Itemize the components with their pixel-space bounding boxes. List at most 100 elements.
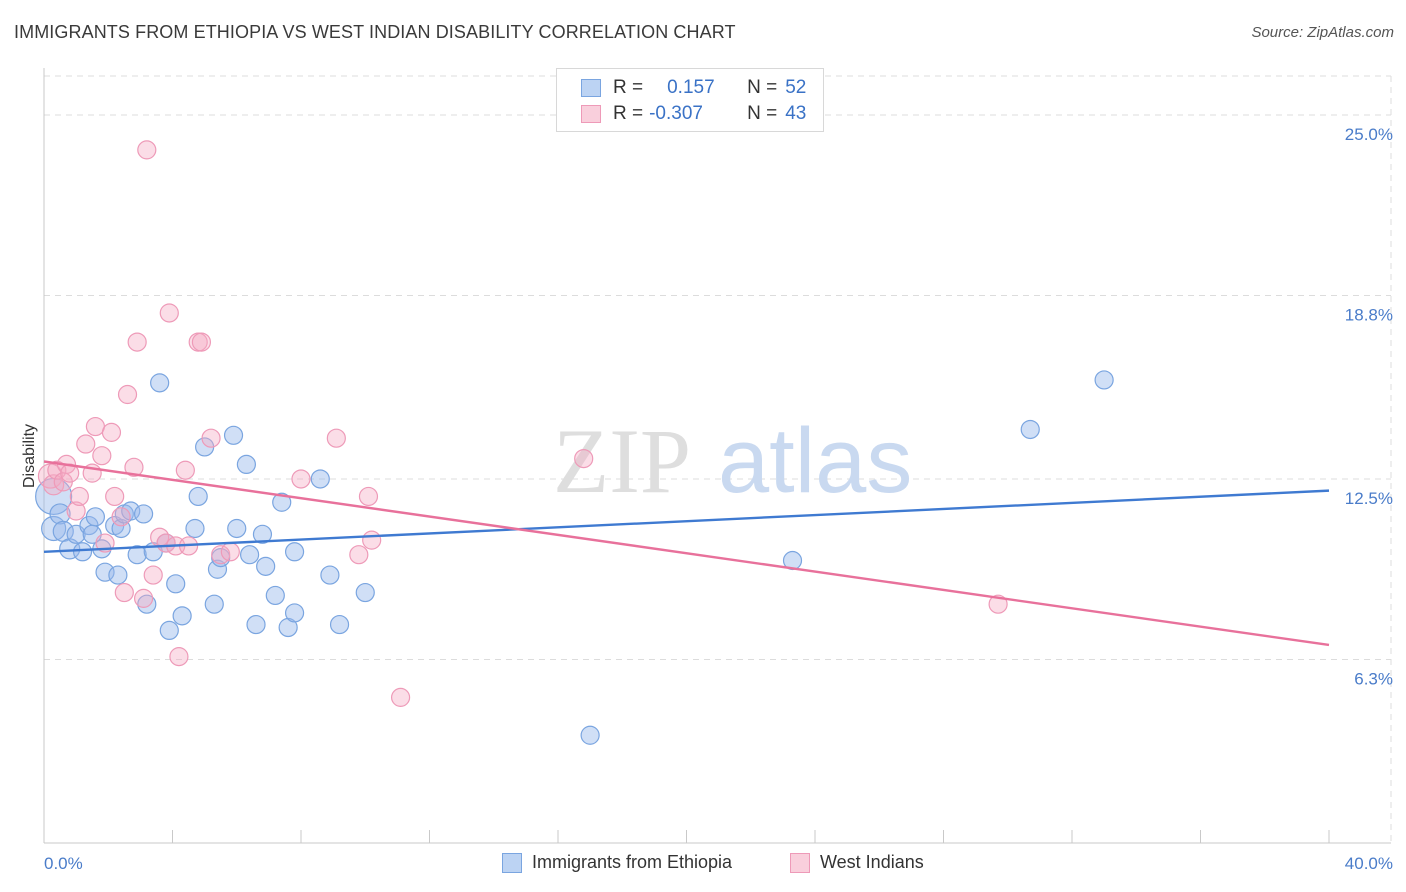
point-ethiopia — [320, 565, 340, 585]
point-ethiopia — [256, 556, 276, 576]
point-west-indians — [175, 460, 195, 480]
watermark: ZIP atlas — [553, 410, 912, 512]
point-ethiopia — [355, 582, 375, 603]
y-tick-label: 18.8% — [1345, 306, 1393, 325]
point-ethiopia — [137, 594, 157, 614]
r-label: R = — [613, 77, 644, 98]
point-ethiopia — [310, 469, 330, 489]
point-west-indians — [574, 448, 594, 469]
point-west-indians — [133, 588, 154, 608]
point-west-indians — [390, 687, 411, 707]
point-ethiopia — [227, 518, 247, 539]
point-west-indians — [291, 469, 311, 489]
swatch-ethiopia — [581, 79, 601, 97]
y-tick-label: 6.3% — [1354, 670, 1393, 689]
r-value: -0.307 — [649, 103, 703, 124]
point-west-indians — [124, 457, 144, 477]
point-west-indians — [201, 428, 221, 448]
trend-layer — [43, 460, 1330, 647]
point-west-indians — [169, 647, 189, 667]
legend-swatch-ethiopia — [502, 852, 522, 873]
y-axis-label: Disability — [21, 424, 38, 488]
chart-title: IMMIGRANTS FROM ETHIOPIA VS WEST INDIAN … — [14, 22, 736, 42]
point-ethiopia — [265, 585, 285, 606]
label-layer: 6.3% 12.5% 18.8% 25.0% 0.0% 40.0% Disability — [21, 125, 1393, 873]
legend-item-west-indians[interactable]: West Indians — [790, 852, 924, 873]
point-ethiopia — [85, 507, 106, 527]
point-west-indians — [159, 303, 179, 323]
point-ethiopia — [188, 486, 208, 507]
swatch-west-indians — [581, 105, 601, 123]
point-west-indians — [105, 486, 125, 507]
point-ethiopia — [223, 425, 244, 445]
watermark-zip: ZIP — [553, 410, 691, 512]
point-west-indians — [127, 332, 147, 352]
grid-layer — [44, 75, 1392, 843]
legend-label-ethiopia: Immigrants from Ethiopia — [532, 852, 733, 872]
point-ethiopia — [580, 725, 600, 745]
point-west-indians — [117, 384, 138, 405]
point-west-indians — [349, 545, 369, 565]
point-west-indians — [85, 416, 106, 437]
point-west-indians — [92, 446, 112, 466]
x-tick-label: 40.0% — [1345, 854, 1393, 873]
point-west-indians — [111, 507, 131, 527]
point-west-indians — [137, 140, 157, 160]
point-west-indians — [76, 434, 96, 454]
point-west-indians — [69, 486, 89, 507]
axis-layer — [43, 68, 1391, 844]
point-ethiopia — [49, 503, 71, 525]
point-ethiopia — [150, 373, 170, 393]
n-label: N = — [747, 103, 778, 124]
point-ethiopia — [159, 620, 179, 641]
point-ethiopia — [252, 524, 273, 544]
point-ethiopia — [1094, 370, 1114, 390]
y-tick-label: 12.5% — [1345, 489, 1393, 508]
point-west-indians — [358, 486, 379, 507]
point-west-indians — [326, 428, 346, 448]
point-ethiopia — [108, 565, 128, 585]
point-ethiopia — [133, 504, 154, 524]
point-ethiopia — [204, 594, 224, 614]
stats-row-west-indians: R = -0.307 N = 43 — [581, 102, 806, 126]
points-layer — [35, 140, 1114, 745]
point-west-indians — [220, 542, 240, 562]
point-ethiopia — [207, 559, 228, 579]
point-ethiopia — [246, 614, 266, 635]
point-ethiopia — [166, 574, 186, 594]
point-ethiopia — [127, 545, 147, 565]
point-west-indians — [143, 565, 163, 585]
point-west-indians — [114, 582, 134, 603]
point-west-indians — [988, 594, 1008, 614]
point-ethiopia — [329, 614, 350, 635]
point-ethiopia — [236, 454, 256, 475]
point-ethiopia — [284, 542, 305, 562]
point-west-indians — [66, 501, 86, 521]
legend-item-ethiopia[interactable]: Immigrants from Ethiopia — [502, 852, 732, 873]
n-value: 52 — [785, 77, 807, 98]
stats-row-ethiopia: R = 0.157 N = 52 — [581, 76, 806, 100]
watermark-atlas: atlas — [718, 410, 912, 512]
point-west-indians — [362, 530, 382, 550]
point-ethiopia — [172, 606, 192, 626]
legend-label-west-indians: West Indians — [820, 852, 924, 872]
point-ethiopia — [240, 545, 260, 565]
r-label: R = — [613, 103, 644, 124]
point-ethiopia — [284, 603, 305, 623]
point-ethiopia — [185, 518, 205, 539]
point-ethiopia — [59, 538, 81, 560]
n-label: N = — [747, 77, 778, 98]
point-ethiopia — [272, 492, 292, 512]
point-ethiopia — [72, 542, 93, 562]
n-value: 43 — [785, 103, 807, 124]
r-value: 0.157 — [667, 77, 715, 98]
x-tick-label: 0.0% — [44, 854, 83, 873]
trend-line-west-indians — [43, 460, 1330, 647]
trend-line-ethiopia — [43, 489, 1330, 553]
stats-legend: R = 0.157 N = 52 R = -0.307 N = 43 — [556, 68, 824, 132]
source-label: Source: ZipAtlas.com — [1251, 24, 1394, 41]
y-tick-label: 25.0% — [1345, 125, 1393, 144]
legend-swatch-west-indians — [790, 852, 810, 873]
point-west-indians — [101, 422, 122, 442]
